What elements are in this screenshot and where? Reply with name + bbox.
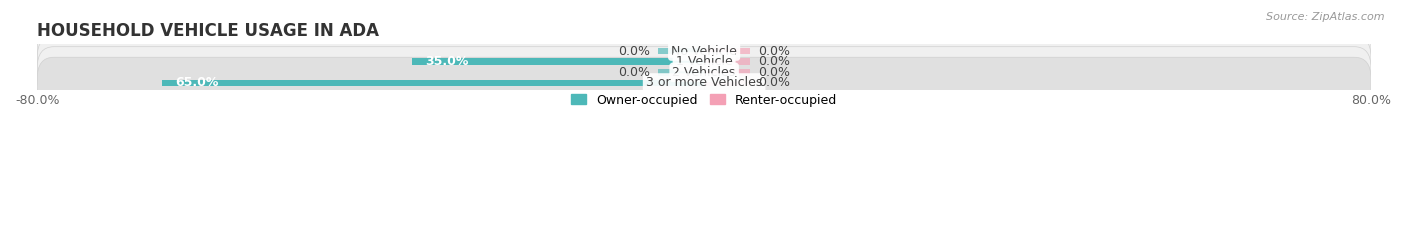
Text: 2 Vehicles: 2 Vehicles (672, 66, 735, 79)
Text: HOUSEHOLD VEHICLE USAGE IN ADA: HOUSEHOLD VEHICLE USAGE IN ADA (37, 22, 380, 40)
Text: 65.0%: 65.0% (174, 76, 218, 89)
FancyBboxPatch shape (37, 26, 1371, 77)
Text: 1 Vehicle: 1 Vehicle (676, 55, 733, 68)
Text: 35.0%: 35.0% (425, 55, 468, 68)
Text: 0.0%: 0.0% (619, 66, 650, 79)
Bar (658, 48, 704, 55)
Bar (412, 58, 704, 65)
Bar (658, 69, 704, 75)
Text: 0.0%: 0.0% (619, 45, 650, 58)
Legend: Owner-occupied, Renter-occupied: Owner-occupied, Renter-occupied (567, 89, 842, 112)
Text: 0.0%: 0.0% (758, 45, 790, 58)
Text: No Vehicle: No Vehicle (671, 45, 737, 58)
Bar (704, 69, 749, 75)
Bar (704, 80, 749, 86)
Text: 0.0%: 0.0% (758, 55, 790, 68)
FancyBboxPatch shape (37, 57, 1371, 108)
Text: 0.0%: 0.0% (758, 66, 790, 79)
FancyBboxPatch shape (37, 47, 1371, 98)
Text: Source: ZipAtlas.com: Source: ZipAtlas.com (1267, 12, 1385, 22)
Text: 0.0%: 0.0% (758, 76, 790, 89)
FancyBboxPatch shape (37, 36, 1371, 87)
Text: 3 or more Vehicles: 3 or more Vehicles (645, 76, 762, 89)
Bar (704, 58, 749, 65)
Bar (162, 80, 704, 86)
Bar (704, 48, 749, 55)
